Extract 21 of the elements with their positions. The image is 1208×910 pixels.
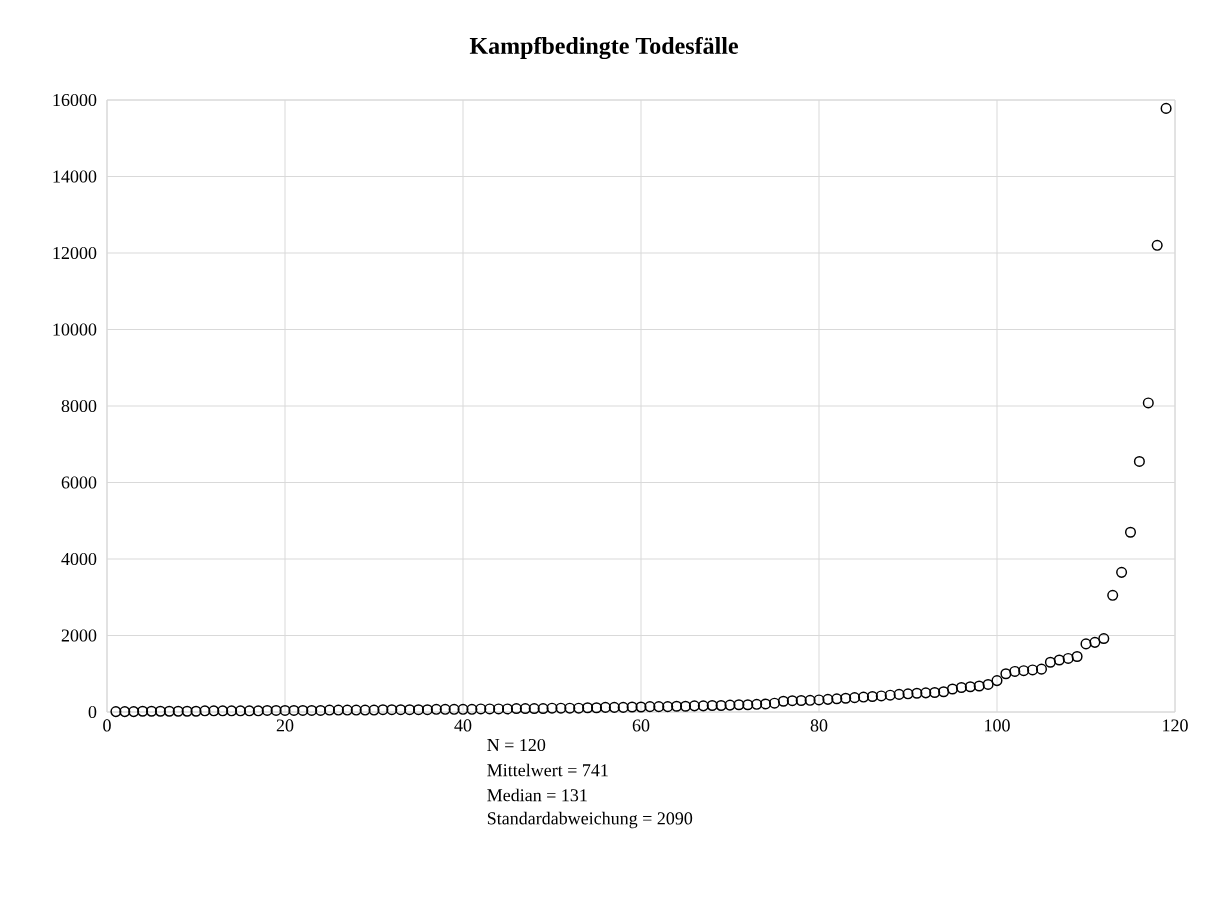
text: Median = 131	[487, 788, 587, 802]
y-tick-label: 4000	[61, 552, 97, 566]
x-tick-label: 20	[276, 719, 294, 732]
y-tick-label: 8000	[61, 399, 97, 413]
chart-title: Kampfbedingte Todesfälle	[469, 36, 738, 60]
x-tick-label: 60	[632, 719, 650, 732]
y-tick-label: 12000	[53, 246, 97, 260]
x-tick-label: 0	[103, 719, 111, 732]
x-tick-label: 120	[1163, 719, 1188, 732]
x-tick-label: 40	[454, 719, 472, 732]
y-tick-label: 16000	[53, 93, 97, 107]
text: Mittelwert = 741	[487, 763, 608, 777]
y-tick-label: 10000	[53, 323, 97, 336]
text: Standardabweichung = 2090	[487, 811, 693, 829]
x-tick-label: 80	[810, 719, 828, 732]
y-tick-label: 14000	[53, 170, 97, 183]
y-tick-label: 2000	[61, 629, 97, 642]
y-tick-label: 6000	[61, 476, 97, 489]
x-tick-label: 100	[985, 719, 1010, 732]
text: N = 120	[487, 738, 546, 752]
y-tick-label: 0	[88, 705, 97, 719]
